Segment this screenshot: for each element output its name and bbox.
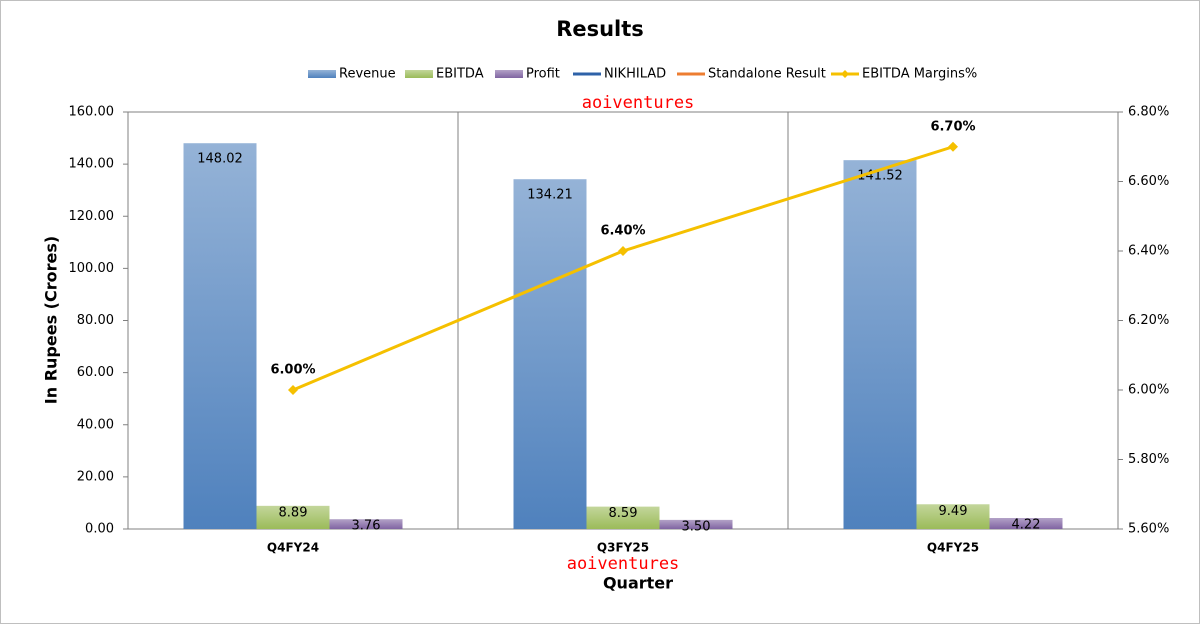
y2-tick-label: 6.80% bbox=[1128, 105, 1169, 120]
legend-swatch bbox=[841, 70, 849, 78]
bar-value-label: 9.49 bbox=[939, 504, 968, 519]
legend-label: NIKHILAD bbox=[604, 67, 666, 82]
legend-label: Revenue bbox=[339, 67, 396, 82]
bar bbox=[513, 179, 587, 529]
y2-tick-label: 6.00% bbox=[1128, 383, 1169, 398]
y-tick-label: 120.00 bbox=[69, 209, 115, 224]
legend-swatch bbox=[495, 70, 523, 78]
line-marker bbox=[948, 141, 958, 152]
bar bbox=[659, 519, 733, 529]
bar bbox=[586, 506, 660, 529]
bar-value-label: 8.89 bbox=[279, 505, 308, 520]
y-tick-label: 160.00 bbox=[69, 105, 115, 120]
y2-tick-label: 6.40% bbox=[1128, 244, 1169, 259]
y2-tick-label: 5.60% bbox=[1128, 522, 1169, 537]
y2-tick-label: 6.20% bbox=[1128, 313, 1169, 328]
legend-label: Standalone Result bbox=[708, 67, 826, 82]
bar-value-label: 3.76 bbox=[352, 519, 381, 534]
bar bbox=[843, 160, 917, 529]
x-tick-label: Q4FY25 bbox=[927, 541, 979, 555]
bar bbox=[256, 505, 330, 529]
bar-value-label: 8.59 bbox=[609, 506, 638, 521]
legend-label: EBITDA bbox=[436, 67, 484, 82]
y-tick-label: 80.00 bbox=[77, 313, 114, 328]
y-tick-label: 140.00 bbox=[69, 157, 115, 172]
x-tick-label: Q4FY24 bbox=[267, 541, 319, 555]
bar-value-label: 148.02 bbox=[197, 152, 243, 167]
watermark: aoiventures bbox=[582, 93, 695, 113]
legend-label: EBITDA Margins% bbox=[862, 67, 977, 82]
y2-tick-label: 5.80% bbox=[1128, 452, 1169, 467]
line-value-label: 6.70% bbox=[930, 119, 975, 134]
bar-value-label: 3.50 bbox=[682, 519, 711, 534]
bar bbox=[989, 518, 1063, 529]
watermark: aoiventures bbox=[567, 554, 680, 574]
y-tick-label: 40.00 bbox=[77, 417, 114, 432]
legend-label: Profit bbox=[526, 67, 560, 82]
legend-swatch bbox=[308, 70, 336, 78]
line-value-label: 6.00% bbox=[270, 363, 315, 378]
y-tick-label: 20.00 bbox=[77, 469, 114, 484]
y-tick-label: 60.00 bbox=[77, 365, 114, 380]
bar bbox=[329, 519, 403, 529]
legend-swatch bbox=[405, 70, 433, 78]
bar-value-label: 134.21 bbox=[527, 188, 573, 203]
x-tick-label: Q3FY25 bbox=[597, 541, 649, 555]
chart-title: Results bbox=[556, 17, 644, 41]
x-axis-label: Quarter bbox=[603, 574, 673, 593]
bar bbox=[183, 143, 257, 529]
bar bbox=[916, 504, 990, 529]
bar-value-label: 4.22 bbox=[1012, 518, 1041, 533]
y-tick-label: 0.00 bbox=[85, 522, 114, 537]
y-axis-label: In Rupees (Crores) bbox=[42, 236, 61, 404]
line-marker bbox=[618, 246, 628, 256]
y-tick-label: 100.00 bbox=[69, 261, 115, 276]
y2-tick-label: 6.60% bbox=[1128, 174, 1169, 189]
line-marker bbox=[288, 385, 298, 395]
line-value-label: 6.40% bbox=[600, 224, 645, 239]
